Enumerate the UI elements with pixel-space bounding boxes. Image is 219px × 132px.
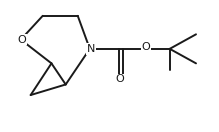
Text: O: O: [115, 74, 124, 84]
Text: O: O: [18, 35, 26, 45]
Text: N: N: [87, 44, 95, 54]
Text: O: O: [141, 42, 150, 52]
